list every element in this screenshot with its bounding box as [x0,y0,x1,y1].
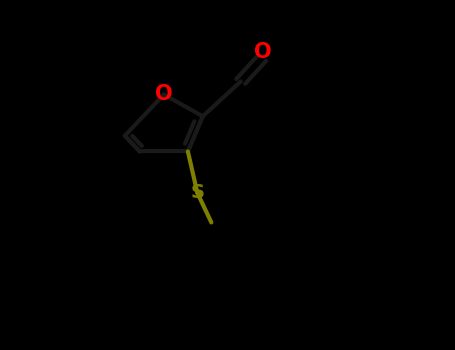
Text: S: S [190,183,204,202]
Text: O: O [155,84,172,105]
Text: O: O [254,42,272,62]
